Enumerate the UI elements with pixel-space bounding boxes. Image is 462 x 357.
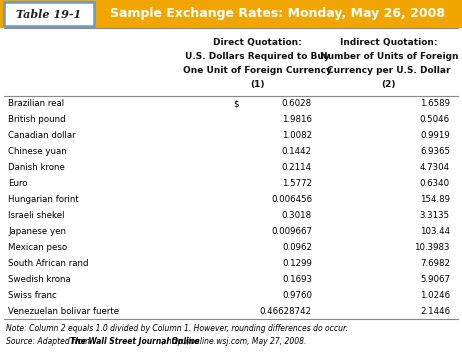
Text: 10.3983: 10.3983: [414, 243, 450, 252]
Text: 4.7304: 4.7304: [420, 163, 450, 172]
Text: U.S. Dollars Required to Buy: U.S. Dollars Required to Buy: [185, 52, 330, 61]
Text: Brazilian real: Brazilian real: [8, 100, 64, 109]
Text: 0.6340: 0.6340: [420, 179, 450, 188]
Text: 1.6589: 1.6589: [420, 100, 450, 109]
Text: Canadian dollar: Canadian dollar: [8, 131, 76, 140]
Text: Hungarian forint: Hungarian forint: [8, 195, 79, 204]
Text: 0.1693: 0.1693: [282, 275, 312, 284]
Text: Swiss franc: Swiss franc: [8, 291, 57, 300]
Text: Direct Quotation:: Direct Quotation:: [213, 38, 302, 47]
Text: 3.3135: 3.3135: [420, 211, 450, 220]
Text: 2.1446: 2.1446: [420, 307, 450, 316]
Text: (1): (1): [250, 80, 265, 89]
Text: Venezuelan bolivar fuerte: Venezuelan bolivar fuerte: [8, 307, 119, 316]
Text: Euro: Euro: [8, 179, 28, 188]
Text: 0.0962: 0.0962: [282, 243, 312, 252]
Text: Source: Adapted from: Source: Adapted from: [6, 337, 92, 346]
Bar: [0, 0, 462, 28]
Text: South African rand: South African rand: [8, 259, 89, 268]
Text: 0.9760: 0.9760: [282, 291, 312, 300]
Text: $: $: [233, 100, 238, 109]
Text: Sample Exchange Rates: Monday, May 26, 2008: Sample Exchange Rates: Monday, May 26, 2…: [110, 7, 445, 20]
Text: 5.9067: 5.9067: [420, 275, 450, 284]
Text: 0.5046: 0.5046: [420, 115, 450, 124]
Text: 0.006456: 0.006456: [271, 195, 312, 204]
Text: 154.89: 154.89: [420, 195, 450, 204]
Text: Table 19-1: Table 19-1: [16, 9, 82, 20]
Text: Number of Units of Foreign: Number of Units of Foreign: [320, 52, 458, 61]
Text: 6.9365: 6.9365: [420, 147, 450, 156]
Text: Chinese yuan: Chinese yuan: [8, 147, 67, 156]
Text: , http://online.wsj.com, May 27, 2008.: , http://online.wsj.com, May 27, 2008.: [162, 337, 306, 346]
Text: 0.1442: 0.1442: [282, 147, 312, 156]
Text: Israeli shekel: Israeli shekel: [8, 211, 65, 220]
Text: 0.46628742: 0.46628742: [260, 307, 312, 316]
Text: 0.2114: 0.2114: [282, 163, 312, 172]
Text: Mexican peso: Mexican peso: [8, 243, 67, 252]
Text: One Unit of Foreign Currency: One Unit of Foreign Currency: [183, 66, 332, 75]
FancyBboxPatch shape: [4, 2, 94, 26]
Text: Japanese yen: Japanese yen: [8, 227, 66, 236]
Text: Danish krone: Danish krone: [8, 163, 65, 172]
Text: Indirect Quotation:: Indirect Quotation:: [340, 38, 438, 47]
Text: 0.3018: 0.3018: [282, 211, 312, 220]
Text: 1.0082: 1.0082: [282, 131, 312, 140]
Text: 0.1299: 0.1299: [282, 259, 312, 268]
Text: 7.6982: 7.6982: [420, 259, 450, 268]
Text: 1.0246: 1.0246: [420, 291, 450, 300]
Text: 103.44: 103.44: [420, 227, 450, 236]
Text: 0.6028: 0.6028: [282, 100, 312, 109]
Text: The Wall Street Journal Online: The Wall Street Journal Online: [70, 337, 199, 346]
Text: 0.9919: 0.9919: [420, 131, 450, 140]
Text: 1.9816: 1.9816: [282, 115, 312, 124]
Text: Swedish krona: Swedish krona: [8, 275, 71, 284]
Text: (2): (2): [382, 80, 396, 89]
Text: British pound: British pound: [8, 115, 66, 124]
Text: 1.5772: 1.5772: [282, 179, 312, 188]
Text: 0.009667: 0.009667: [271, 227, 312, 236]
Text: Note: Column 2 equals 1.0 divided by Column 1. However, rounding differences do : Note: Column 2 equals 1.0 divided by Col…: [6, 324, 348, 333]
Text: Currency per U.S. Dollar: Currency per U.S. Dollar: [327, 66, 451, 75]
